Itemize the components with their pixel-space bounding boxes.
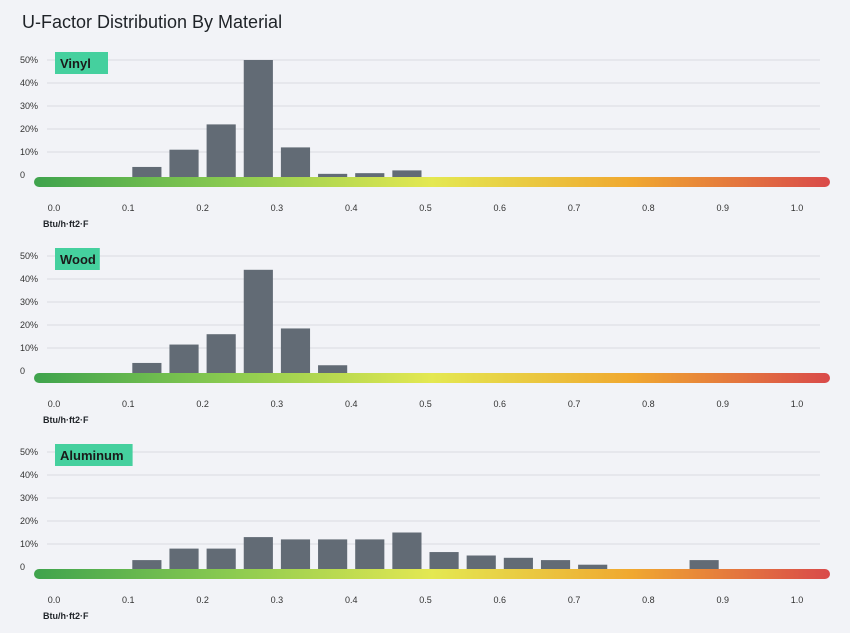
y-tick-label: 20% <box>20 320 38 330</box>
y-tick-label: 20% <box>20 124 38 134</box>
histogram-bar <box>132 166 162 178</box>
u-factor-scale-bar <box>34 177 830 187</box>
x-tick-label: 0.6 <box>494 595 507 605</box>
x-tick-label: 0.2 <box>196 203 209 213</box>
histogram-bar <box>318 173 348 178</box>
x-tick-label: 0.4 <box>345 399 358 409</box>
y-tick-label: 10% <box>20 539 38 549</box>
x-tick-label: 1.0 <box>791 203 804 213</box>
x-tick-label: 0.5 <box>419 595 432 605</box>
x-tick-label: 0.6 <box>494 203 507 213</box>
x-tick-label: 0.3 <box>271 203 284 213</box>
y-tick-label: 50% <box>20 55 38 65</box>
x-axis-label: Btu/h·ft2·F <box>43 415 89 425</box>
y-tick-label: 40% <box>20 78 38 88</box>
y-tick-label: 30% <box>20 493 38 503</box>
histogram-bar <box>206 334 236 374</box>
y-tick-label: 10% <box>20 147 38 157</box>
x-tick-label: 0.6 <box>494 399 507 409</box>
material-label-badge <box>55 52 108 74</box>
histogram-bar <box>392 170 422 178</box>
x-tick-label: 0.9 <box>716 399 729 409</box>
histogram-bar <box>392 532 422 570</box>
histogram-bar <box>243 60 273 178</box>
y-tick-label: 0 <box>20 366 25 376</box>
histogram-bar <box>689 560 719 570</box>
x-tick-label: 0.5 <box>419 203 432 213</box>
histogram-bar <box>280 539 311 570</box>
x-tick-label: 0.0 <box>48 203 61 213</box>
x-tick-label: 0.9 <box>716 203 729 213</box>
x-tick-label: 1.0 <box>791 399 804 409</box>
x-tick-label: 0.3 <box>271 399 284 409</box>
histogram-bar <box>243 269 273 374</box>
histogram-bar <box>169 149 199 178</box>
x-tick-label: 0.2 <box>196 595 209 605</box>
y-tick-label: 10% <box>20 343 38 353</box>
x-tick-label: 0.3 <box>271 595 284 605</box>
histogram-bar <box>355 539 385 570</box>
x-tick-label: 0.1 <box>122 203 135 213</box>
x-tick-label: 0.7 <box>568 595 581 605</box>
chart-aluminum: 0 10% 20% 30% 40% 50% 0.0 0.1 0.2 0.3 0.4 0.5 0.6 0.7… <box>20 444 830 621</box>
x-tick-label: 0.1 <box>122 399 135 409</box>
histogram-bar <box>540 560 571 570</box>
histogram-bar <box>169 548 199 570</box>
x-tick-label: 0.0 <box>48 399 61 409</box>
x-axis-label: Btu/h·ft2·F <box>43 611 89 621</box>
histogram-bar <box>318 539 348 570</box>
histogram-bar <box>206 124 236 178</box>
x-tick-label: 0.5 <box>419 399 432 409</box>
x-tick-label: 0.9 <box>716 595 729 605</box>
histogram-bar <box>429 552 459 570</box>
histogram-bar <box>503 557 533 570</box>
x-tick-label: 0.4 <box>345 595 358 605</box>
chart-wood: 0 10% 20% 30% 40% 50% 0.0 0.1 0.2 0.3 0.4 0.5 0.6 0.7… <box>20 248 830 425</box>
y-tick-label: 30% <box>20 297 38 307</box>
x-tick-label: 0.7 <box>568 203 581 213</box>
histogram-bar <box>243 537 273 570</box>
x-axis-label: Btu/h·ft2·F <box>43 219 89 229</box>
material-label-badge <box>55 248 100 270</box>
x-tick-label: 0.8 <box>642 595 655 605</box>
material-label: Vinyl <box>60 56 91 71</box>
histogram-bar <box>132 362 162 374</box>
x-tick-label: 0.8 <box>642 399 655 409</box>
histogram-bar <box>578 564 608 570</box>
material-label: Aluminum <box>60 448 124 463</box>
x-tick-label: 0.2 <box>196 399 209 409</box>
x-tick-label: 0.0 <box>48 595 61 605</box>
histogram-bar <box>280 328 311 374</box>
histogram-bar <box>466 555 496 570</box>
material-label: Wood <box>60 252 96 267</box>
y-tick-label: 40% <box>20 470 38 480</box>
histogram-bar <box>206 548 236 570</box>
y-tick-label: 50% <box>20 251 38 261</box>
y-tick-label: 0 <box>20 170 25 180</box>
histogram-bar <box>355 173 385 178</box>
chart-vinyl: 0 10% 20% 30% 40% 50% 0.0 0.1 0.2 0.3 0.4 0.5 0.6 0.7… <box>20 52 830 229</box>
histogram-bar <box>132 560 162 570</box>
y-tick-label: 40% <box>20 274 38 284</box>
histogram-bar <box>318 365 348 374</box>
y-tick-label: 20% <box>20 516 38 526</box>
u-factor-scale-bar <box>34 569 830 579</box>
x-tick-label: 0.1 <box>122 595 135 605</box>
y-tick-label: 50% <box>20 447 38 457</box>
x-tick-label: 0.4 <box>345 203 358 213</box>
y-tick-label: 30% <box>20 101 38 111</box>
x-tick-label: 0.7 <box>568 399 581 409</box>
x-tick-label: 1.0 <box>791 595 804 605</box>
x-tick-label: 0.8 <box>642 203 655 213</box>
page-title: U-Factor Distribution By Material <box>22 12 283 32</box>
material-label-badge <box>55 444 133 466</box>
histogram-bar <box>169 344 199 374</box>
u-factor-scale-bar <box>34 373 830 383</box>
histogram-bar <box>280 147 311 178</box>
y-tick-label: 0 <box>20 562 25 572</box>
